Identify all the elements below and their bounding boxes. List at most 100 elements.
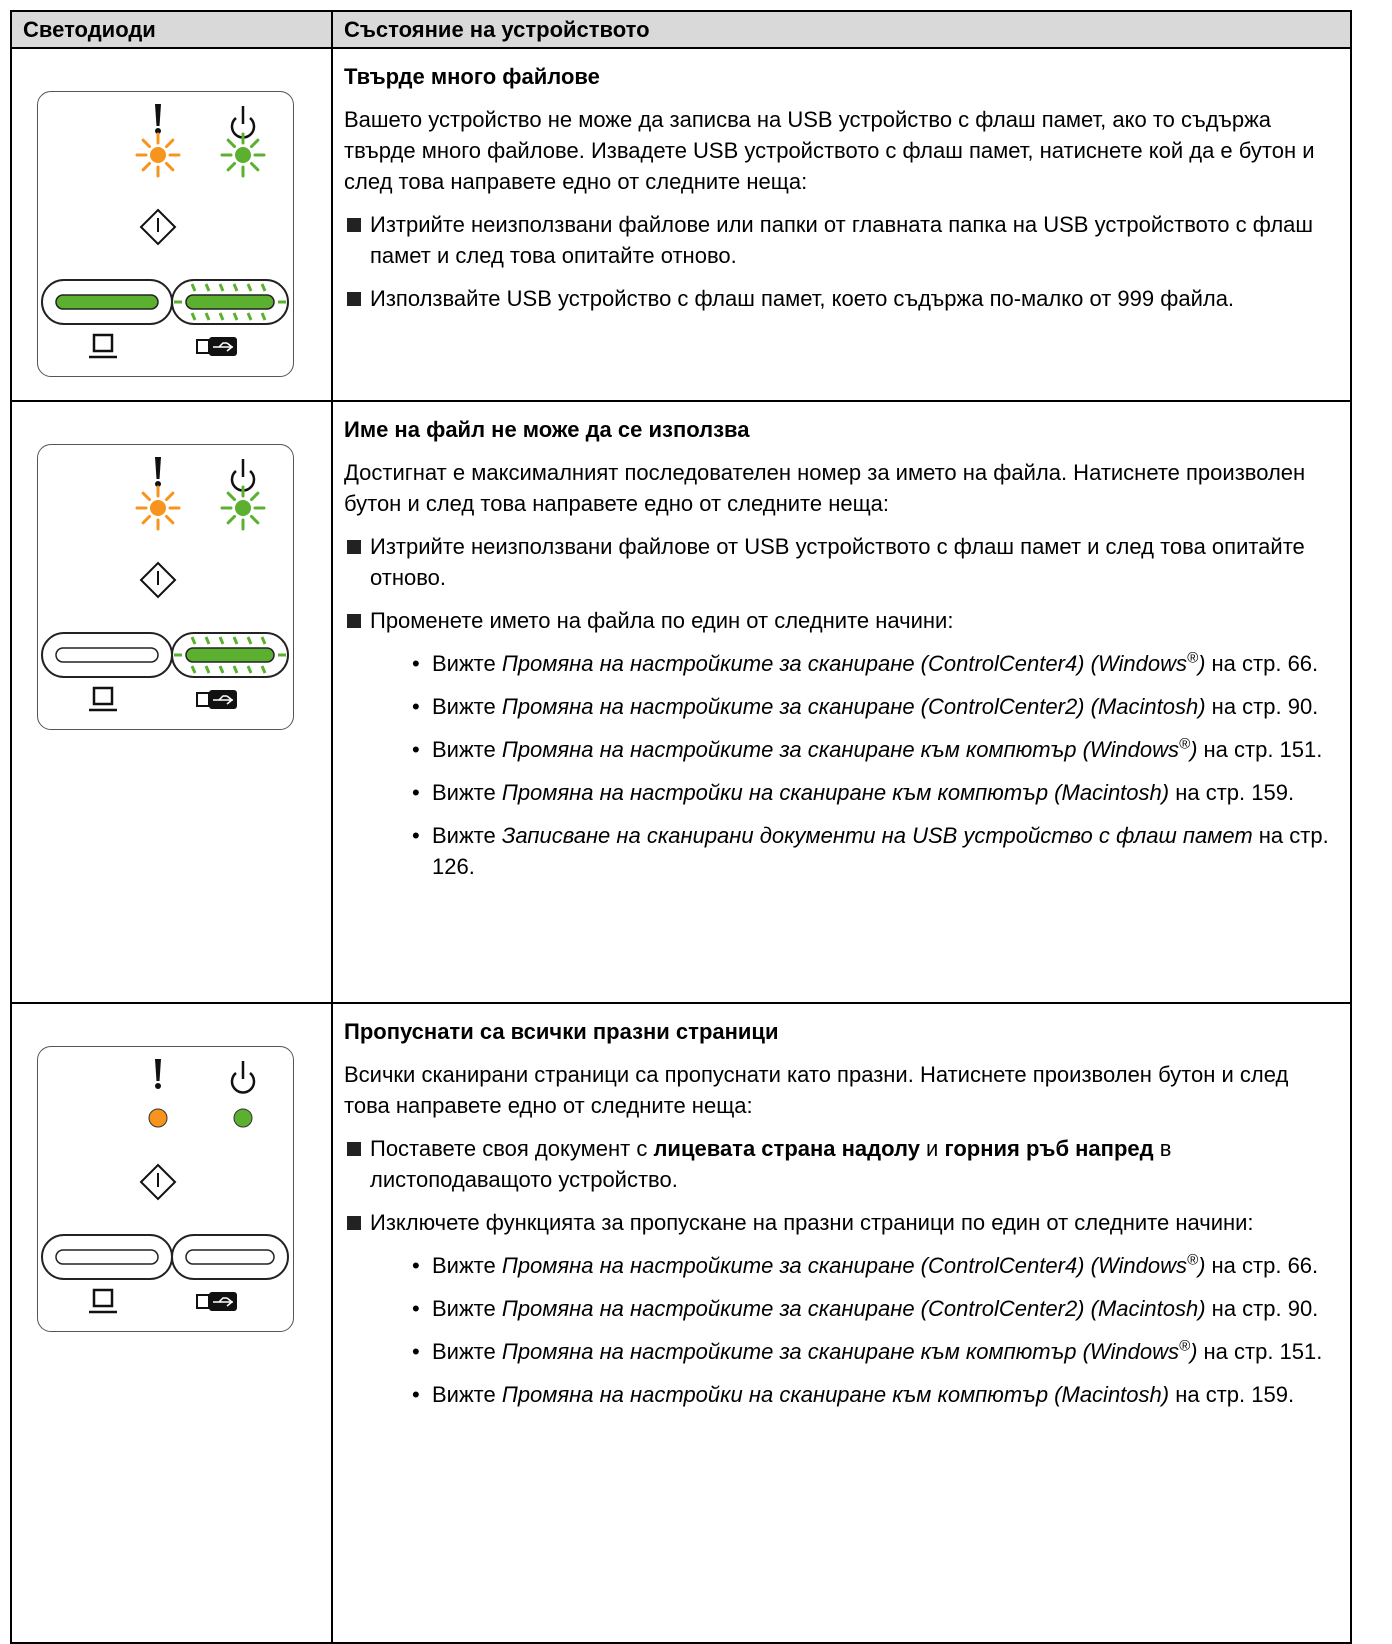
reference-item: Вижте Промяна на настройките за сканиран… <box>406 734 1340 765</box>
blink-dash <box>246 665 253 674</box>
button-bar <box>185 294 275 310</box>
led-ray <box>141 514 152 525</box>
reference-page: на стр. 66. <box>1211 1253 1319 1278</box>
usb-icon <box>196 692 210 707</box>
bullet-text: Променете името на файла по един от след… <box>370 608 954 633</box>
blink-dash <box>246 636 253 645</box>
reference-title-end: ) <box>1198 651 1206 676</box>
led-panel-drawing <box>41 457 289 712</box>
start-icon <box>139 208 177 246</box>
computer-icon <box>92 686 114 706</box>
led-ray <box>164 491 175 502</box>
blink-dash <box>218 665 225 674</box>
status-paragraph: Достигнат е максималният последователен … <box>344 460 1306 516</box>
blink-dash <box>260 283 267 292</box>
led-panel <box>37 444 294 730</box>
led-cell <box>10 47 333 402</box>
led-ray <box>226 161 237 172</box>
reference-title-text: Промяна на настройките за сканиране (Con… <box>501 1296 1206 1321</box>
status-paragraph: Вашето устройство не може да записва на … <box>344 107 1315 194</box>
led-panel <box>37 1046 294 1332</box>
bullet-item: Изключете функцията за пропускане на пра… <box>344 1207 1340 1410</box>
reference-item: Вижте Промяна на настройките за сканиран… <box>406 1336 1340 1367</box>
reference-sup: ® <box>1179 1337 1191 1355</box>
status-title: Твърде много файлове <box>344 64 600 89</box>
reference-page: на стр. 90. <box>1211 1296 1319 1321</box>
reference-title-text: Записване на сканирани документи на USB … <box>501 823 1253 848</box>
led-ray <box>164 161 175 172</box>
led-cell <box>10 400 333 1004</box>
blink-dash <box>190 283 197 292</box>
status-paragraph: Всички сканирани страници са пропуснати … <box>344 1062 1289 1118</box>
reference-page: на стр. 159. <box>1175 780 1295 805</box>
reference-page: на стр. 151. <box>1203 737 1323 762</box>
blink-dash <box>260 312 267 321</box>
led-ray <box>249 491 260 502</box>
led-ray <box>164 514 175 525</box>
computer-icon <box>92 1288 114 1308</box>
blink-dash <box>232 312 239 321</box>
led-ray <box>141 138 152 149</box>
led-light <box>233 1108 253 1128</box>
warning-icon-dot <box>155 128 161 134</box>
reference-title: Промяна на настройки на сканиране към ко… <box>502 1382 1169 1407</box>
header-cell: Светодиоди <box>10 10 333 49</box>
blink-dash <box>190 312 197 321</box>
blink-dash <box>232 665 239 674</box>
reference-title: Промяна на настройките за сканиране към … <box>502 1339 1198 1364</box>
bullet-text: горния ръб напред <box>944 1136 1154 1161</box>
reference-title: Промяна на настройки на сканиране към ко… <box>502 780 1169 805</box>
bullet-text: Поставете своя документ с <box>370 1136 654 1161</box>
blink-dash <box>218 312 225 321</box>
bullet-text: в листоподаващото устройство. <box>370 1136 1172 1192</box>
reference-title-end: ) <box>1198 1253 1206 1278</box>
usb-icon-symbol <box>213 695 234 705</box>
led-ray <box>164 138 175 149</box>
button-bar <box>55 647 159 663</box>
bullet-text: и <box>919 1136 945 1161</box>
reference-sup: ® <box>1187 649 1199 667</box>
table-row: Пропуснати са всички празни страници Всич… <box>10 1002 1352 1644</box>
bullet-text: Изтрийте неизползвани файлове или папки … <box>370 212 1314 268</box>
blink-dash <box>204 312 211 321</box>
led-light <box>150 500 166 516</box>
bullet-text: Изтрийте неизползвани файлове от USB уст… <box>370 534 1305 590</box>
blink-dash <box>260 665 267 674</box>
bullet-item: Изтрийте неизползвани файлове или папки … <box>344 209 1340 271</box>
blink-dash <box>204 636 211 645</box>
usb-icon-symbol <box>213 342 234 352</box>
reference-sup: ® <box>1179 735 1191 753</box>
reference-prefix: Вижте <box>432 1382 496 1407</box>
led-light <box>235 147 251 163</box>
reference-title-text: Промяна на настройки на сканиране към ко… <box>501 780 1170 805</box>
reference-title-text: Промяна на настройките за сканиране (Con… <box>501 651 1188 676</box>
bullet-text: лицевата страна надолу <box>653 1136 920 1161</box>
led-ray <box>249 161 260 172</box>
reference-prefix: Вижте <box>432 737 496 762</box>
usb-icon <box>196 1294 210 1309</box>
led-ray <box>226 138 237 149</box>
led-light <box>150 147 166 163</box>
reference-page: на стр. 90. <box>1211 694 1319 719</box>
button-bar <box>185 647 275 663</box>
usb-icon <box>196 339 210 354</box>
reference-item: Вижте Промяна на настройките за сканиран… <box>406 1250 1340 1281</box>
reference-item: Вижте Записване на сканирани документи н… <box>406 820 1340 882</box>
status-cell: Твърде много файлове Вашето устройство не… <box>331 47 1352 402</box>
reference-title-text: Промяна на настройките за сканиране към … <box>501 1339 1179 1364</box>
bullet-item: Променете името на файла по един от след… <box>344 605 1340 882</box>
bullet-item: Поставете своя документ с лицевата стран… <box>344 1133 1340 1195</box>
blink-dash <box>232 636 239 645</box>
led-panel-drawing <box>41 104 289 359</box>
warning-icon <box>155 1059 161 1081</box>
reference-item: Вижте Промяна на настройки на сканиране … <box>406 1379 1340 1410</box>
reference-page: на стр. 126. <box>432 823 1329 879</box>
blink-dash <box>218 283 225 292</box>
led-light <box>235 500 251 516</box>
power-icon <box>230 1072 256 1094</box>
blink-dash <box>204 665 211 674</box>
blink-dash <box>204 283 211 292</box>
reference-item: Вижте Промяна на настройките за сканиран… <box>406 691 1340 722</box>
reference-item: Вижте Промяна на настройки на сканиране … <box>406 777 1340 808</box>
blink-dash <box>260 636 267 645</box>
